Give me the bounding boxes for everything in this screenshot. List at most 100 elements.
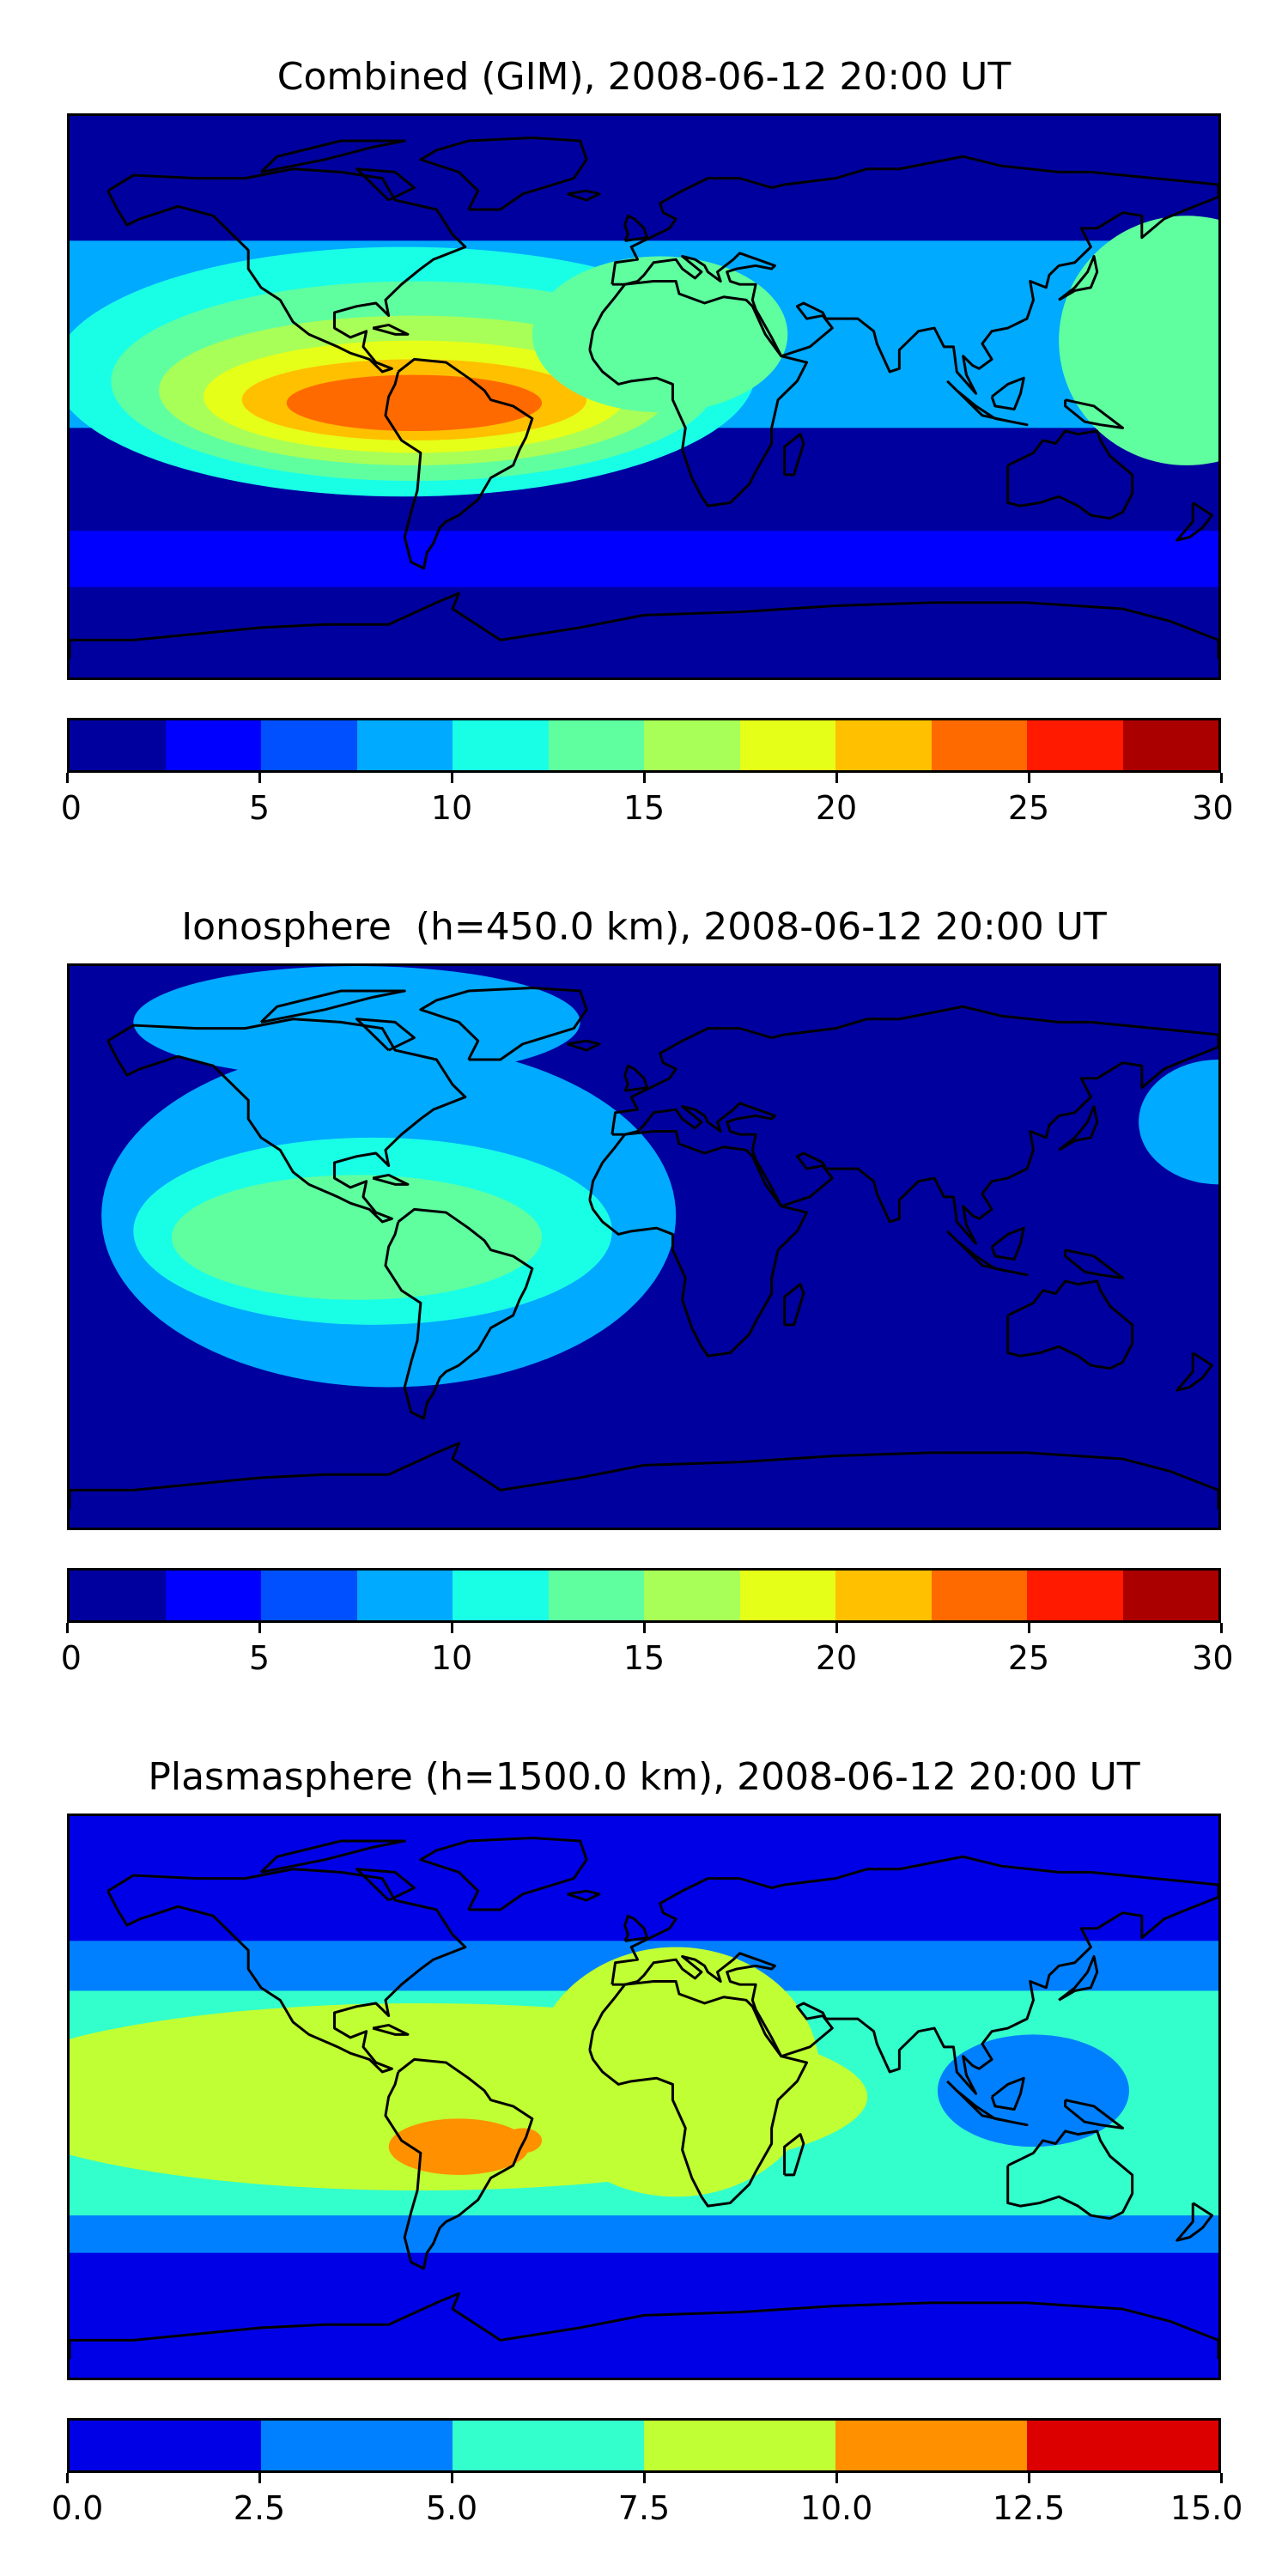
colorbar-segment-10 xyxy=(931,720,1027,770)
contour-region-8 xyxy=(286,374,543,431)
coastline-indonesia xyxy=(946,380,1029,427)
panel-3-colorbar xyxy=(67,2418,1221,2473)
coastline-borneo xyxy=(990,2076,1025,2111)
colorbar-segment-5 xyxy=(835,2421,1027,2470)
coastline-australia xyxy=(1006,429,1134,520)
panel-2-map-svg xyxy=(70,966,1218,1528)
contour-region-7 xyxy=(937,2034,1129,2148)
tick-mark xyxy=(65,1623,69,1633)
coastline-indonesia xyxy=(946,2080,1029,2127)
colorbar-segment-11 xyxy=(1027,1571,1123,1620)
colorbar-segment-9 xyxy=(835,1571,932,1620)
coastline-canadian-arctic xyxy=(259,989,406,1024)
tick-label: 0 xyxy=(60,789,82,827)
tick-mark xyxy=(258,773,261,783)
colorbar-segment-3 xyxy=(453,2421,644,2470)
coastline-africa xyxy=(588,1980,809,2208)
tick-mark xyxy=(835,2473,838,2483)
coastline-new-guinea xyxy=(1064,2099,1124,2129)
coastline-australia xyxy=(1006,1279,1134,1370)
coastline-british-isles xyxy=(623,1914,649,1942)
colorbar-segment-4 xyxy=(356,720,453,770)
coastline-iceland xyxy=(567,1039,601,1052)
coastline-madagascar xyxy=(783,2133,805,2177)
tick-label: 10 xyxy=(430,789,473,827)
colorbar-segment-7 xyxy=(644,1571,740,1620)
colorbar-segment-1 xyxy=(70,720,166,770)
coastline-british-isles xyxy=(623,214,649,242)
tick-label: 25 xyxy=(1007,1639,1050,1677)
colorbar-segment-9 xyxy=(835,720,932,770)
coastline-south-america xyxy=(384,357,534,570)
coastline-eurasia xyxy=(611,1005,1218,1245)
tick-mark xyxy=(65,773,69,783)
colorbar-segment-12 xyxy=(1122,720,1218,770)
tick-label: 5 xyxy=(248,1639,270,1677)
panel-1-colorbar xyxy=(67,718,1221,773)
colorbar-segment-1 xyxy=(70,2421,261,2470)
coastline-new-zealand xyxy=(1176,501,1214,542)
coastline-south-america xyxy=(384,2057,534,2270)
tick-mark xyxy=(642,773,646,783)
tick-mark xyxy=(642,2473,646,2483)
coastline-japan xyxy=(1058,255,1099,301)
contour-region-1 xyxy=(70,531,1218,587)
tick-mark xyxy=(835,773,838,783)
tick-label: 0.0 xyxy=(51,2489,104,2527)
coastline-greenland xyxy=(419,136,588,211)
contour-region-9 xyxy=(1059,216,1218,465)
tick-mark xyxy=(1219,2473,1223,2483)
colorbar-segment-8 xyxy=(739,720,835,770)
colorbar-segment-4 xyxy=(644,2421,835,2470)
tick-mark xyxy=(1027,1623,1030,1633)
contour-region-7 xyxy=(1139,1060,1218,1185)
tick-mark xyxy=(450,2473,453,2483)
tick-mark xyxy=(642,1623,646,1633)
colorbar-segment-6 xyxy=(548,1571,644,1620)
panel-1-map[interactable] xyxy=(67,113,1221,680)
colorbar-segment-5 xyxy=(453,1571,549,1620)
coastline-cuba xyxy=(372,2023,410,2036)
coastline-baffin-island xyxy=(355,1868,416,1902)
coastline-madagascar xyxy=(783,1283,805,1327)
colorbar-segment-1 xyxy=(70,1571,166,1620)
tick-label: 12.5 xyxy=(992,2489,1066,2527)
panel-2-colorbar xyxy=(67,1568,1221,1623)
coastline-africa xyxy=(588,1130,809,1358)
contour-region-5 xyxy=(388,2118,530,2175)
coastline-cuba xyxy=(372,323,410,336)
coastline-new-guinea xyxy=(1064,398,1124,429)
coastline-new-zealand xyxy=(1176,1352,1214,1392)
coastline-north-america xyxy=(106,1868,467,2074)
coastline-baffin-island xyxy=(355,167,416,202)
tick-label: 2.5 xyxy=(233,2489,286,2527)
panel-3-map[interactable] xyxy=(67,1814,1221,2380)
colorbar-segment-10 xyxy=(931,1571,1027,1620)
tick-label: 20 xyxy=(815,789,858,827)
panel-1-map-svg xyxy=(70,116,1218,677)
colorbar-segment-12 xyxy=(1122,1571,1218,1620)
coastline-north-america xyxy=(106,1018,467,1224)
coastline-north-america xyxy=(106,167,467,374)
tick-label: 5.0 xyxy=(425,2489,478,2527)
panel-3-map-svg xyxy=(70,1816,1218,2378)
tick-mark xyxy=(1027,773,1030,783)
tick-label: 10 xyxy=(430,1639,473,1677)
coastline-borneo xyxy=(990,1226,1025,1261)
tick-label: 0 xyxy=(60,1639,82,1677)
colorbar-segment-3 xyxy=(261,1571,357,1620)
coastline-antarctica xyxy=(70,1442,1218,1510)
coastline-cuba xyxy=(372,1173,410,1186)
colorbar-segment-5 xyxy=(453,720,549,770)
panel-2-map[interactable] xyxy=(67,963,1221,1530)
coastline-antarctica xyxy=(70,592,1218,659)
panel-2-title: Ionosphere (h=450.0 km), 2008-06-12 20:0… xyxy=(181,905,1107,949)
coastline-eurasia xyxy=(611,155,1218,395)
colorbar-segment-3 xyxy=(261,720,357,770)
tick-label: 30 xyxy=(1192,789,1234,827)
coastline-greenland xyxy=(419,986,588,1061)
tick-label: 15.0 xyxy=(1170,2489,1243,2527)
coastline-borneo xyxy=(990,376,1025,411)
tick-mark xyxy=(1027,2473,1030,2483)
colorbar-segment-8 xyxy=(739,1571,835,1620)
